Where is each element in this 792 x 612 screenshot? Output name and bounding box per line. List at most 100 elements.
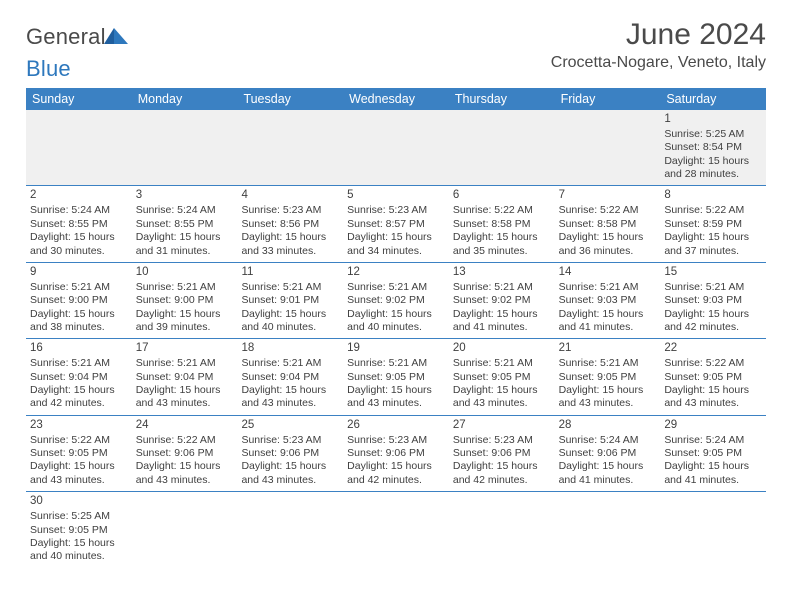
sunset-text: Sunset: 9:06 PM	[453, 447, 551, 460]
sunrise-text: Sunrise: 5:24 AM	[559, 434, 657, 447]
daylight-text-b: and 33 minutes.	[241, 245, 339, 258]
daylight-text-a: Daylight: 15 hours	[453, 231, 551, 244]
sunset-text: Sunset: 8:58 PM	[453, 218, 551, 231]
calendar-cell-empty	[237, 110, 343, 185]
calendar-cell: 17Sunrise: 5:21 AMSunset: 9:04 PMDayligh…	[132, 339, 238, 414]
calendar-cell: 28Sunrise: 5:24 AMSunset: 9:06 PMDayligh…	[555, 416, 661, 491]
day-number: 3	[136, 188, 234, 203]
header: GeneralBlue June 2024 Crocetta-Nogare, V…	[26, 18, 766, 82]
daylight-text-a: Daylight: 15 hours	[347, 460, 445, 473]
daylight-text-b: and 38 minutes.	[30, 321, 128, 334]
daylight-text-a: Daylight: 15 hours	[241, 384, 339, 397]
calendar-cell: 30Sunrise: 5:25 AMSunset: 9:05 PMDayligh…	[26, 492, 132, 567]
sunrise-text: Sunrise: 5:21 AM	[136, 357, 234, 370]
sunrise-text: Sunrise: 5:21 AM	[347, 357, 445, 370]
sunrise-text: Sunrise: 5:24 AM	[664, 434, 762, 447]
calendar-cell: 5Sunrise: 5:23 AMSunset: 8:57 PMDaylight…	[343, 186, 449, 261]
calendar-cell: 6Sunrise: 5:22 AMSunset: 8:58 PMDaylight…	[449, 186, 555, 261]
calendar-cell-empty	[449, 492, 555, 567]
calendar-week-row: 23Sunrise: 5:22 AMSunset: 9:05 PMDayligh…	[26, 416, 766, 492]
sunrise-text: Sunrise: 5:21 AM	[30, 357, 128, 370]
daylight-text-a: Daylight: 15 hours	[30, 460, 128, 473]
sunrise-text: Sunrise: 5:22 AM	[136, 434, 234, 447]
sunrise-text: Sunrise: 5:22 AM	[664, 357, 762, 370]
sunrise-text: Sunrise: 5:24 AM	[136, 204, 234, 217]
day-number: 16	[30, 341, 128, 356]
sunset-text: Sunset: 9:01 PM	[241, 294, 339, 307]
sunset-text: Sunset: 9:05 PM	[559, 371, 657, 384]
daylight-text-a: Daylight: 15 hours	[347, 231, 445, 244]
weekday-header: Friday	[555, 88, 661, 110]
day-number: 19	[347, 341, 445, 356]
weeks-container: 1Sunrise: 5:25 AMSunset: 8:54 PMDaylight…	[26, 110, 766, 568]
calendar-cell: 22Sunrise: 5:22 AMSunset: 9:05 PMDayligh…	[660, 339, 766, 414]
calendar-cell: 27Sunrise: 5:23 AMSunset: 9:06 PMDayligh…	[449, 416, 555, 491]
daylight-text-a: Daylight: 15 hours	[347, 384, 445, 397]
daylight-text-b: and 28 minutes.	[664, 168, 762, 181]
daylight-text-b: and 42 minutes.	[453, 474, 551, 487]
calendar-cell: 24Sunrise: 5:22 AMSunset: 9:06 PMDayligh…	[132, 416, 238, 491]
sunset-text: Sunset: 9:06 PM	[136, 447, 234, 460]
daylight-text-b: and 36 minutes.	[559, 245, 657, 258]
calendar-cell: 9Sunrise: 5:21 AMSunset: 9:00 PMDaylight…	[26, 263, 132, 338]
day-number: 14	[559, 265, 657, 280]
daylight-text-b: and 43 minutes.	[347, 397, 445, 410]
daylight-text-b: and 43 minutes.	[136, 397, 234, 410]
daylight-text-b: and 43 minutes.	[664, 397, 762, 410]
title-block: June 2024 Crocetta-Nogare, Veneto, Italy	[551, 18, 766, 72]
sunrise-text: Sunrise: 5:22 AM	[664, 204, 762, 217]
sunrise-text: Sunrise: 5:21 AM	[136, 281, 234, 294]
weekday-header: Monday	[132, 88, 238, 110]
sunrise-text: Sunrise: 5:25 AM	[30, 510, 128, 523]
calendar-page: GeneralBlue June 2024 Crocetta-Nogare, V…	[0, 0, 792, 586]
daylight-text-b: and 43 minutes.	[559, 397, 657, 410]
calendar-cell: 4Sunrise: 5:23 AMSunset: 8:56 PMDaylight…	[237, 186, 343, 261]
sunset-text: Sunset: 9:04 PM	[241, 371, 339, 384]
daylight-text-b: and 41 minutes.	[559, 474, 657, 487]
sunset-text: Sunset: 9:05 PM	[664, 447, 762, 460]
sunrise-text: Sunrise: 5:21 AM	[30, 281, 128, 294]
calendar-cell-empty	[555, 492, 661, 567]
calendar-cell: 1Sunrise: 5:25 AMSunset: 8:54 PMDaylight…	[660, 110, 766, 185]
daylight-text-b: and 39 minutes.	[136, 321, 234, 334]
calendar-cell-empty	[343, 492, 449, 567]
month-title: June 2024	[551, 18, 766, 52]
sunrise-text: Sunrise: 5:23 AM	[241, 434, 339, 447]
calendar-grid: Sunday Monday Tuesday Wednesday Thursday…	[26, 88, 766, 568]
daylight-text-a: Daylight: 15 hours	[559, 231, 657, 244]
daylight-text-a: Daylight: 15 hours	[559, 308, 657, 321]
daylight-text-b: and 31 minutes.	[136, 245, 234, 258]
calendar-cell: 29Sunrise: 5:24 AMSunset: 9:05 PMDayligh…	[660, 416, 766, 491]
day-number: 21	[559, 341, 657, 356]
sunset-text: Sunset: 9:03 PM	[664, 294, 762, 307]
sunset-text: Sunset: 9:00 PM	[30, 294, 128, 307]
daylight-text-b: and 43 minutes.	[241, 474, 339, 487]
daylight-text-a: Daylight: 15 hours	[30, 537, 128, 550]
calendar-cell: 7Sunrise: 5:22 AMSunset: 8:58 PMDaylight…	[555, 186, 661, 261]
sunrise-text: Sunrise: 5:21 AM	[347, 281, 445, 294]
weekday-header: Thursday	[449, 88, 555, 110]
day-number: 29	[664, 418, 762, 433]
daylight-text-b: and 40 minutes.	[241, 321, 339, 334]
daylight-text-b: and 42 minutes.	[664, 321, 762, 334]
sunrise-text: Sunrise: 5:21 AM	[453, 281, 551, 294]
brand-name-b: Blue	[26, 56, 71, 81]
sunset-text: Sunset: 9:04 PM	[30, 371, 128, 384]
daylight-text-a: Daylight: 15 hours	[136, 231, 234, 244]
day-number: 26	[347, 418, 445, 433]
sunset-text: Sunset: 8:55 PM	[30, 218, 128, 231]
sunset-text: Sunset: 8:54 PM	[664, 141, 762, 154]
day-number: 30	[30, 494, 128, 509]
daylight-text-b: and 30 minutes.	[30, 245, 128, 258]
sunset-text: Sunset: 9:05 PM	[30, 524, 128, 537]
daylight-text-a: Daylight: 15 hours	[30, 308, 128, 321]
sunset-text: Sunset: 9:05 PM	[664, 371, 762, 384]
daylight-text-b: and 43 minutes.	[30, 474, 128, 487]
calendar-cell: 8Sunrise: 5:22 AMSunset: 8:59 PMDaylight…	[660, 186, 766, 261]
daylight-text-b: and 37 minutes.	[664, 245, 762, 258]
weekday-header: Sunday	[26, 88, 132, 110]
day-number: 4	[241, 188, 339, 203]
sunset-text: Sunset: 9:05 PM	[347, 371, 445, 384]
sunrise-text: Sunrise: 5:23 AM	[453, 434, 551, 447]
sunrise-text: Sunrise: 5:21 AM	[241, 281, 339, 294]
